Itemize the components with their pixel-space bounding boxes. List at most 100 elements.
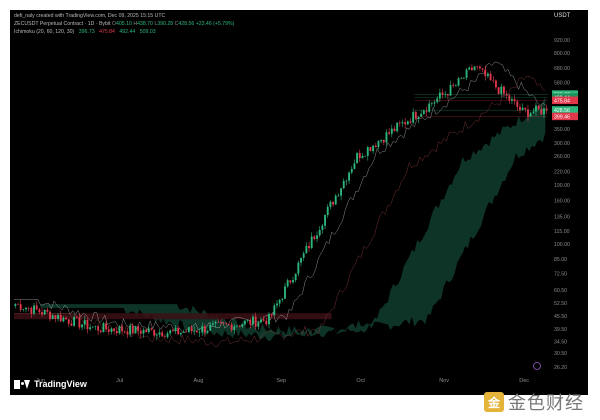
y-tick-label: 800.00 xyxy=(554,51,570,57)
candle-body xyxy=(35,305,38,310)
candle-body xyxy=(374,145,377,148)
candle-body xyxy=(147,328,150,333)
candle-body xyxy=(99,330,102,333)
chart-frame: 920.00800.00680.00580.00492.44428.56399.… xyxy=(10,10,588,395)
candle-body xyxy=(308,245,310,249)
candle-body xyxy=(102,323,105,333)
candle-body xyxy=(425,110,428,112)
candle-body xyxy=(22,309,25,310)
candle-body xyxy=(345,180,348,182)
price-chart[interactable]: 920.00800.00680.00580.00492.44428.56399.… xyxy=(10,10,588,395)
tradingview-logo[interactable]: TradingView xyxy=(14,379,87,389)
cloud-area xyxy=(40,96,546,341)
indicator-line[interactable]: Ichimoku (20, 60, 120, 30) 396.73 475.84… xyxy=(14,29,159,35)
candle-body xyxy=(54,315,57,319)
candle-body xyxy=(209,324,212,331)
candle-body xyxy=(67,319,70,324)
candle-body xyxy=(297,262,300,274)
candle-body xyxy=(358,152,361,159)
candle-body xyxy=(246,319,249,321)
candle-body xyxy=(289,280,292,283)
candle-body xyxy=(438,92,441,99)
x-tick-label: Oct xyxy=(356,378,365,384)
price-tag-box xyxy=(552,96,578,105)
candle-body xyxy=(179,332,182,335)
candle-body xyxy=(401,122,404,124)
candle-body xyxy=(75,316,78,318)
candle-body xyxy=(161,332,164,337)
y-tick-label: 580.00 xyxy=(554,80,570,86)
currency-label: USDT xyxy=(554,13,571,19)
candle-body xyxy=(473,66,476,71)
high-label: H xyxy=(133,21,138,27)
candle-body xyxy=(481,68,484,70)
candle-body xyxy=(535,105,537,112)
candle-body xyxy=(105,323,108,330)
candle-body xyxy=(118,326,121,334)
candle-body xyxy=(521,107,524,111)
indicator-value-2: 475.84 xyxy=(99,29,115,35)
x-tick-label: Jul xyxy=(116,378,123,384)
candle-body xyxy=(372,145,375,152)
candle-body xyxy=(420,113,423,118)
candle-body xyxy=(270,313,273,315)
candle-body xyxy=(489,73,492,81)
candle-body xyxy=(508,95,511,101)
open-value: 405.10 xyxy=(115,21,132,27)
candle-body xyxy=(468,67,471,70)
candle-body xyxy=(182,331,185,333)
open-label: O xyxy=(111,21,116,27)
candle-body xyxy=(27,307,30,309)
candle-body xyxy=(417,117,420,119)
candle-body xyxy=(326,206,329,216)
tenkan-line xyxy=(14,61,546,333)
candle-body xyxy=(302,253,305,258)
candle-body xyxy=(201,326,204,333)
candle-body xyxy=(478,66,481,69)
candle-body xyxy=(537,105,540,110)
candle-body xyxy=(217,321,220,323)
candle-body xyxy=(86,319,89,330)
candle-body xyxy=(166,333,169,338)
tradingview-brand-text: TradingView xyxy=(34,379,87,389)
candle-body xyxy=(398,122,401,124)
candle-body xyxy=(91,326,94,328)
candle-body xyxy=(177,327,180,335)
candle-body xyxy=(292,280,294,283)
candle-body xyxy=(380,139,383,142)
candle-body xyxy=(454,85,457,87)
candle-body xyxy=(228,323,230,325)
candle-body xyxy=(529,112,532,117)
y-tick-label: 45.50 xyxy=(554,314,567,320)
candle-body xyxy=(49,311,51,320)
candle-body xyxy=(446,94,449,96)
y-tick-label: 220.00 xyxy=(554,169,570,175)
candle-body xyxy=(30,307,33,314)
watermark-logo-icon: 金 xyxy=(484,392,504,412)
candle-body xyxy=(110,328,113,332)
candle-body xyxy=(142,329,145,334)
candle-body xyxy=(470,67,473,71)
candle-body xyxy=(260,319,262,323)
candle-body xyxy=(70,323,73,326)
candle-body xyxy=(222,322,225,324)
candle-body xyxy=(486,73,489,77)
candle-body xyxy=(83,319,86,325)
indicator-name: Ichimoku (20, 60, 120, 30) xyxy=(14,29,75,35)
candle-body xyxy=(348,172,351,181)
candle-body xyxy=(257,322,260,327)
candle-body xyxy=(513,99,516,102)
candle-body xyxy=(543,108,545,115)
candle-body xyxy=(268,313,270,325)
y-axis: 920.00800.00680.00580.00492.44428.56399.… xyxy=(554,38,570,371)
candle-body xyxy=(284,286,286,299)
y-tick-label: 160.00 xyxy=(554,199,570,205)
candle-body xyxy=(329,201,332,207)
candle-body xyxy=(313,236,316,239)
y-tick-label: 135.00 xyxy=(554,214,570,220)
x-tick-label: Sep xyxy=(276,378,286,384)
candle-body xyxy=(500,86,503,94)
candle-body xyxy=(137,326,140,331)
candle-body xyxy=(174,327,177,332)
low-label: L xyxy=(154,21,158,27)
